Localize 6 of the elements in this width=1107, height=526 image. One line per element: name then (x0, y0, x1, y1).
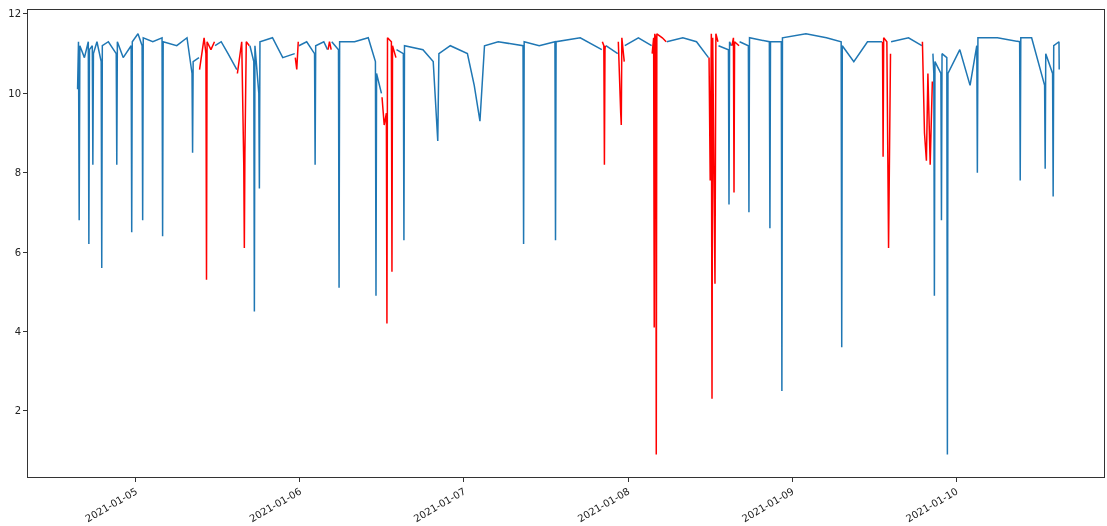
y-tick-label: 12 (8, 8, 21, 20)
y-tick-label: 6 (14, 246, 21, 258)
y-tick-label: 8 (14, 167, 21, 179)
y-tick-label: 2 (14, 405, 21, 417)
y-tick-label: 4 (14, 325, 21, 337)
y-tick-label: 10 (8, 87, 21, 99)
